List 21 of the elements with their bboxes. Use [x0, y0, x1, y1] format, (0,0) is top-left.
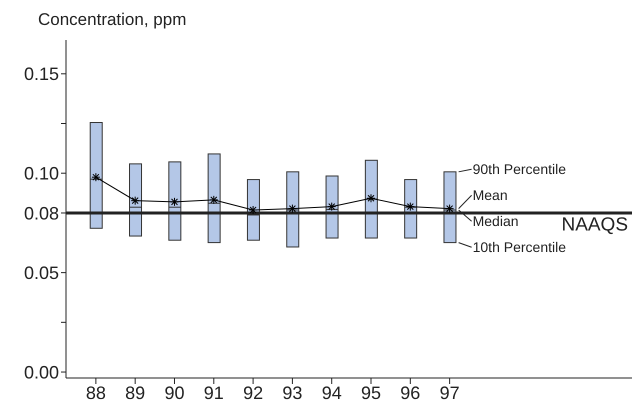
annotation: 90th Percentile [472, 161, 566, 178]
y-tick-label: 0.00 [24, 362, 59, 382]
x-tick-label: 92 [243, 382, 264, 403]
x-tick-label: 88 [86, 382, 106, 403]
x-tick-label: 90 [164, 382, 184, 403]
x-tick-label: 97 [440, 382, 460, 403]
y-tick-label: 0.08 [24, 203, 59, 224]
x-tick-label: 91 [204, 382, 224, 403]
x-tick-label: 89 [125, 382, 146, 403]
x-tick-label: 94 [322, 382, 342, 403]
ref-line-label: NAAQS [561, 214, 628, 236]
y-tick-label: 0.10 [24, 164, 59, 184]
annotation: Mean [472, 187, 508, 204]
x-tick-label: 95 [360, 382, 382, 403]
y-tick-label: 0.05 [24, 263, 59, 284]
annotation: 10th Percentile [472, 239, 566, 256]
y-tick-label: 0.15 [24, 64, 59, 84]
x-tick-label: 93 [282, 382, 302, 403]
y-axis-title: Concentration, ppm [38, 10, 186, 30]
x-tick-label: 96 [400, 382, 420, 403]
annotation: Median [472, 213, 519, 230]
